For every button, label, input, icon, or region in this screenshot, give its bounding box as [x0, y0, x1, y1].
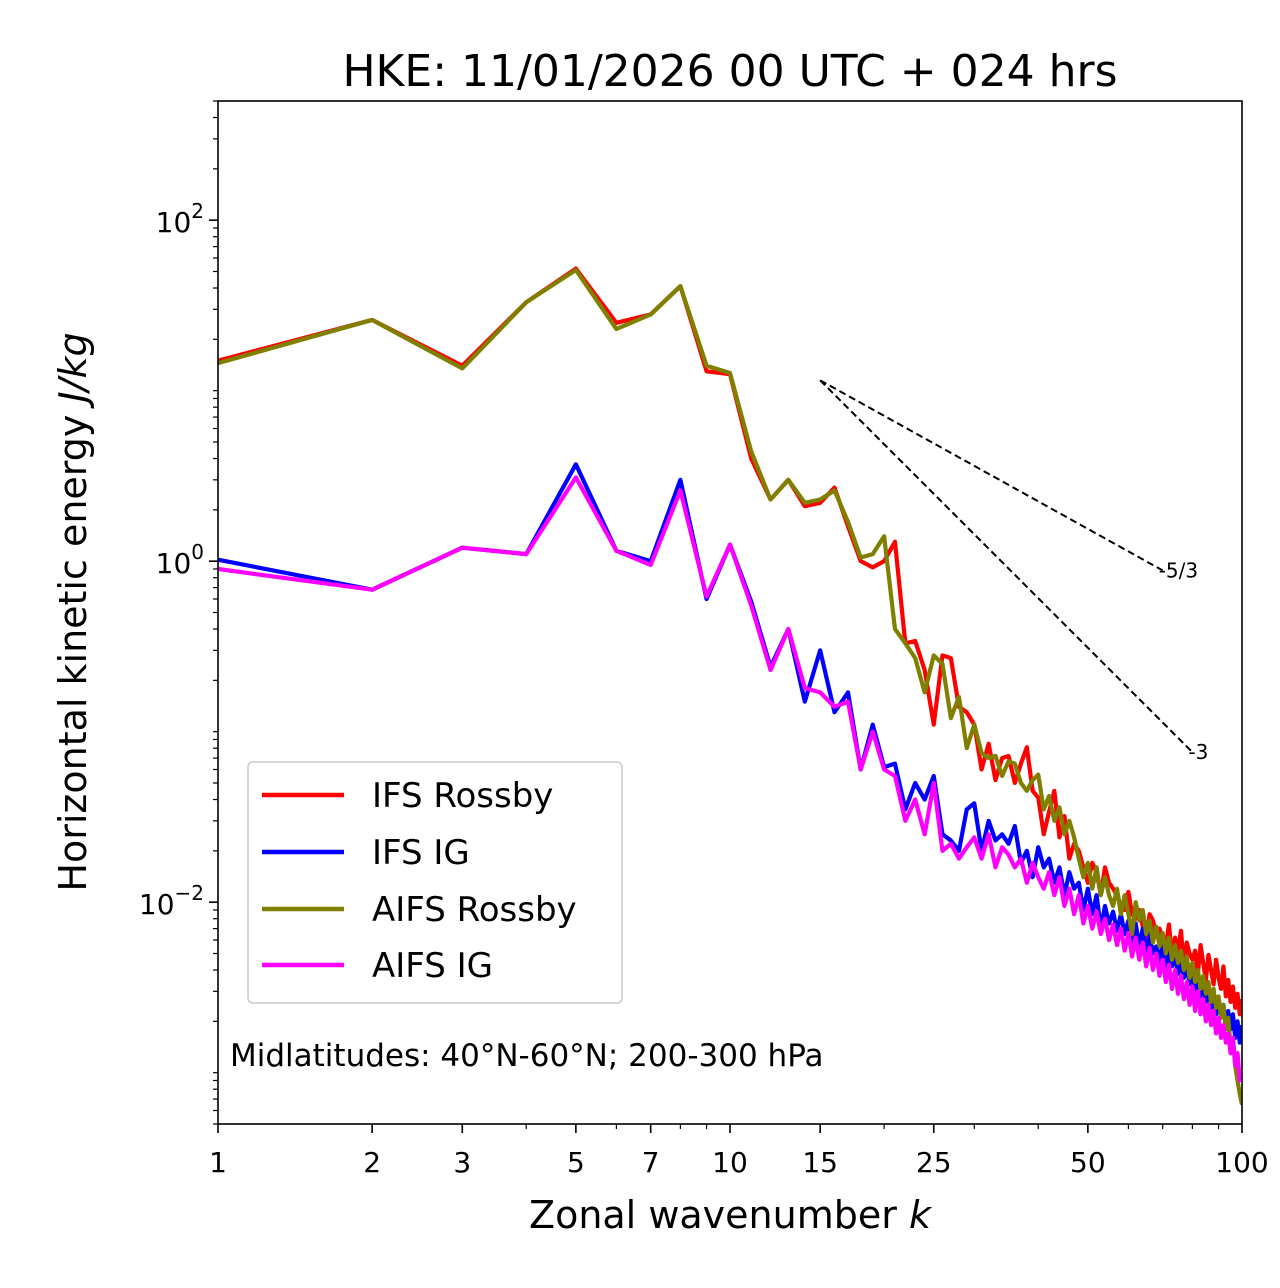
legend-label-ifs-ig: IFS IG — [372, 833, 470, 873]
x-tick-label: 2 — [363, 1146, 381, 1179]
x-tick-label: 5 — [567, 1146, 585, 1179]
y-axis-label: Horizontal kinetic energy J/kg — [51, 332, 95, 891]
y-tick-label: 102 — [156, 199, 204, 239]
reference-slope-label: -3 — [1188, 740, 1208, 764]
series-line-aifs-rossby — [218, 267, 1242, 1106]
reference-slope-line — [819, 379, 1164, 572]
y-axis-label-unit: J/kg — [51, 332, 95, 409]
major-ticks — [209, 219, 1243, 1133]
chart-title: HKE: 11/01/2026 00 UTC + 024 hrs — [342, 46, 1117, 97]
x-tick-label: 3 — [453, 1146, 471, 1179]
series-line-aifs-ig — [218, 475, 1242, 1083]
y-axis-label-text: Horizontal kinetic energy — [51, 415, 95, 892]
series-group — [218, 266, 1242, 1106]
x-tick-labels: 1 2 3 5 7 10 15 25 50 100 — [209, 1146, 1269, 1179]
reference-slope-label: -5/3 — [1159, 558, 1198, 582]
x-axis-label-text: Zonal wavenumber — [529, 1193, 897, 1237]
x-tick-label: 7 — [642, 1146, 660, 1179]
y-tick-labels: 102 100 10−2 — [139, 199, 204, 921]
legend-label-aifs-ig: AIFS IG — [372, 946, 493, 986]
x-axis-label-var: k — [909, 1193, 933, 1237]
x-tick-label: 100 — [1215, 1146, 1268, 1179]
legend: IFS Rossby IFS IG AIFS Rossby AIFS IG — [247, 761, 623, 1004]
x-tick-label: 25 — [916, 1146, 952, 1179]
reference-slopes: -5/3 -3 — [819, 379, 1208, 764]
x-tick-label: 15 — [802, 1146, 838, 1179]
region-annotation: Midlatitudes: 40°N-60°N; 200-300 hPa — [230, 1038, 824, 1074]
plot-frame — [217, 100, 1243, 1125]
legend-label-ifs-rossby: IFS Rossby — [372, 776, 553, 816]
y-tick-label: 100 — [156, 540, 204, 580]
x-tick-label: 50 — [1070, 1146, 1106, 1179]
x-tick-label: 1 — [209, 1146, 227, 1179]
x-tick-label: 10 — [712, 1146, 748, 1179]
y-tick-label: 10−2 — [139, 881, 204, 921]
legend-box — [247, 761, 623, 1004]
legend-label-aifs-rossby: AIFS Rossby — [372, 890, 577, 930]
x-axis-label: Zonal wavenumber k — [529, 1193, 933, 1237]
